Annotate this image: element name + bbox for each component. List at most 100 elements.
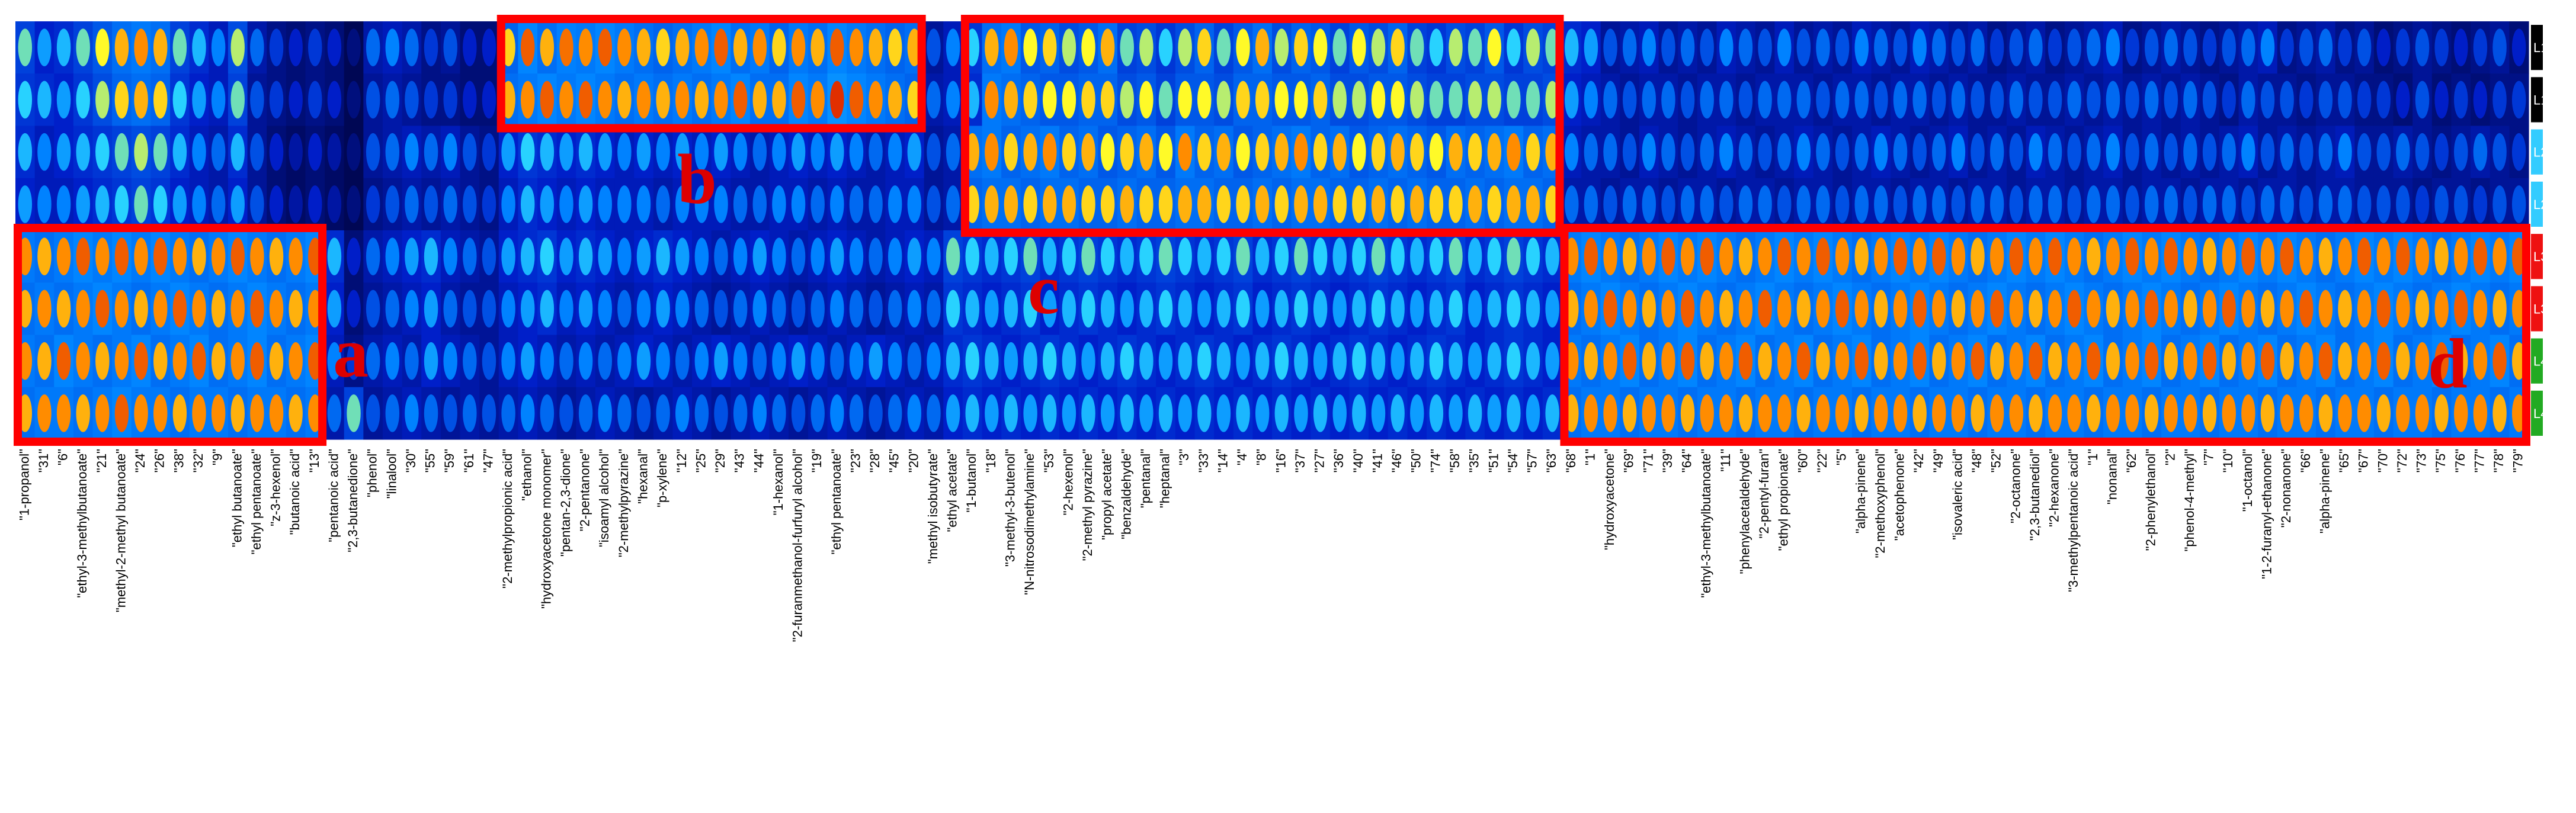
- heatmap-cell: [2376, 394, 2391, 432]
- heatmap-cell: [482, 81, 496, 119]
- heatmap-cell: [887, 290, 902, 328]
- heatmap-cell: [1468, 185, 1482, 223]
- heatmap-cell: [1178, 342, 1192, 380]
- row-legend: L1-1 L1-2 L2-1 L2-2 L3-1 L3-2 L4-1 L4-2: [2531, 25, 2559, 436]
- heatmap-cell: [2280, 394, 2294, 432]
- heatmap-cell: [1313, 185, 1328, 223]
- heatmap-cell: [230, 237, 245, 275]
- heatmap-cell: [1294, 237, 1308, 275]
- column-label: "45": [887, 449, 902, 473]
- heatmap-cell: [578, 81, 593, 119]
- heatmap-cell: [1274, 342, 1289, 380]
- heatmap-cell: [1642, 81, 1657, 119]
- heatmap-cell: [1700, 81, 1714, 119]
- column-label: "ethyl pentanoate": [829, 449, 844, 554]
- heatmap-cell: [501, 394, 515, 432]
- heatmap-cell: [1236, 28, 1250, 66]
- row-color-swatch: [2531, 77, 2543, 123]
- heatmap-cell: [2511, 28, 2526, 66]
- column-label: "31": [36, 449, 51, 473]
- heatmap-cell: [1429, 28, 1444, 66]
- heatmap-cell: [134, 290, 148, 328]
- heatmap-cell: [2202, 342, 2217, 380]
- heatmap-cell: [1004, 185, 1018, 223]
- heatmap-cell: [985, 290, 999, 328]
- heatmap-cell: [1971, 394, 1985, 432]
- heatmap-cell: [2396, 290, 2410, 328]
- heatmap-cell: [1449, 81, 1463, 119]
- region-box-c: [960, 15, 1564, 237]
- column-label: "75": [2433, 449, 2448, 473]
- heatmap-cell: [1854, 342, 1869, 380]
- heatmap-cell: [1468, 237, 1482, 275]
- heatmap-cell: [907, 133, 922, 171]
- heatmap-cell: [2376, 185, 2391, 223]
- heatmap-cell: [1274, 133, 1289, 171]
- heatmap-cell: [1777, 237, 1792, 275]
- heatmap-cell: [1874, 290, 1888, 328]
- heatmap-cell: [37, 290, 52, 328]
- column-label: "hexanal": [636, 449, 651, 504]
- heatmap-cell: [772, 185, 786, 223]
- heatmap-cell: [2396, 237, 2410, 275]
- heatmap-cell: [366, 342, 380, 380]
- heatmap-cell: [2415, 81, 2430, 119]
- heatmap-cell: [752, 28, 767, 66]
- heatmap-cell: [598, 185, 612, 223]
- column-label: "2-methoxyphenol": [1873, 449, 1888, 558]
- heatmap-cell: [540, 81, 555, 119]
- heatmap-cell: [1507, 290, 1521, 328]
- heatmap-cell: [2106, 237, 2120, 275]
- heatmap-cell: [1100, 133, 1115, 171]
- heatmap-cell: [327, 342, 342, 380]
- heatmap-cell: [714, 185, 728, 223]
- heatmap-cell: [1255, 185, 1270, 223]
- heatmap-cell: [1912, 342, 1927, 380]
- heatmap-cell: [985, 133, 999, 171]
- heatmap-cell: [1507, 133, 1521, 171]
- heatmap-cell: [1023, 28, 1037, 66]
- heatmap-cell: [1216, 290, 1231, 328]
- heatmap-cell: [1390, 133, 1405, 171]
- heatmap-cell: [617, 133, 632, 171]
- heatmap-cell: [1816, 342, 1830, 380]
- column-label: "2": [2162, 449, 2177, 465]
- heatmap-cell: [1100, 185, 1115, 223]
- heatmap-cell: [172, 290, 187, 328]
- heatmap-cell: [37, 133, 52, 171]
- heatmap-cell: [559, 237, 573, 275]
- heatmap-cell: [385, 342, 400, 380]
- heatmap-cell: [2241, 133, 2255, 171]
- heatmap-cell: [250, 185, 264, 223]
- heatmap-cell: [2299, 28, 2314, 66]
- heatmap-cell: [1409, 81, 1424, 119]
- heatmap-cell: [927, 81, 941, 119]
- column-label: "ethyl pentanoate": [249, 449, 264, 554]
- heatmap-cell: [810, 290, 825, 328]
- heatmap-cell: [869, 133, 883, 171]
- heatmap-cell: [1951, 394, 1966, 432]
- heatmap-cell: [1622, 133, 1637, 171]
- heatmap-cell: [752, 290, 767, 328]
- heatmap-cell: [482, 185, 496, 223]
- heatmap-cell: [2299, 133, 2314, 171]
- heatmap-cell: [1603, 81, 1617, 119]
- heatmap-cell: [1139, 133, 1154, 171]
- column-label: "16": [1273, 449, 1288, 473]
- heatmap-cell: [1835, 185, 1850, 223]
- heatmap-cell: [694, 28, 709, 66]
- heatmap-cell: [1758, 81, 1772, 119]
- heatmap-cell: [1274, 290, 1289, 328]
- heatmap-cell: [1854, 28, 1869, 66]
- heatmap-cell: [1680, 394, 1695, 432]
- column-label: "46": [1389, 449, 1404, 473]
- heatmap-cell: [2338, 342, 2352, 380]
- heatmap-cell: [2029, 133, 2043, 171]
- heatmap-cell: [347, 133, 361, 171]
- heatmap-cell: [2434, 342, 2449, 380]
- heatmap-cell: [114, 81, 129, 119]
- heatmap-cell: [2454, 185, 2468, 223]
- heatmap-cell: [2164, 133, 2178, 171]
- heatmap-cell: [2202, 290, 2217, 328]
- heatmap-cell: [56, 28, 71, 66]
